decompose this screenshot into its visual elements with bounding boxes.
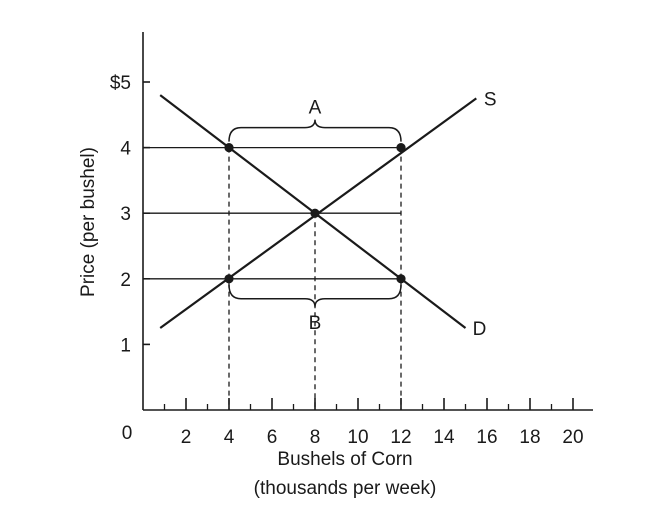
x-tick-label-14: 14 (433, 427, 455, 448)
origin-label: 0 (122, 423, 133, 444)
y-tick-label-4: 4 (120, 139, 131, 160)
brace-label-b: B (309, 313, 322, 334)
point-3 (310, 208, 320, 218)
brace-label-a: A (309, 98, 322, 119)
braces (228, 119, 402, 307)
y-tick-label-1: 1 (120, 335, 131, 356)
x-tick-label-16: 16 (476, 427, 497, 448)
d-curve-label: D (473, 319, 487, 340)
guide-lines (143, 146, 402, 410)
x-tick-label-20: 20 (562, 427, 583, 448)
data-points (224, 143, 406, 284)
point-2 (396, 143, 406, 153)
x-tick-label-12: 12 (390, 427, 411, 448)
x-tick-label-6: 6 (267, 427, 278, 448)
x-tick-label-8: 8 (310, 427, 321, 448)
point-1 (224, 143, 234, 153)
x-axis-title: Bushels of Corn (277, 449, 412, 470)
brace-a (228, 119, 402, 142)
y-tick-label-5: $5 (110, 73, 131, 94)
s-curve-label: S (484, 89, 497, 110)
y-axis-title: Price (per bushel) (78, 147, 99, 297)
axes (142, 32, 593, 411)
point-4 (224, 274, 234, 284)
y-tick-label-3: 3 (120, 204, 131, 225)
x-tick-label-18: 18 (519, 427, 540, 448)
point-5 (396, 274, 406, 284)
brace-b (228, 284, 402, 307)
x-tick-label-2: 2 (181, 427, 192, 448)
x-tick-label-4: 4 (224, 427, 235, 448)
x-tick-label-10: 10 (347, 427, 368, 448)
x-axis-subtitle: (thousands per week) (254, 478, 437, 499)
y-tick-label-2: 2 (120, 270, 131, 291)
